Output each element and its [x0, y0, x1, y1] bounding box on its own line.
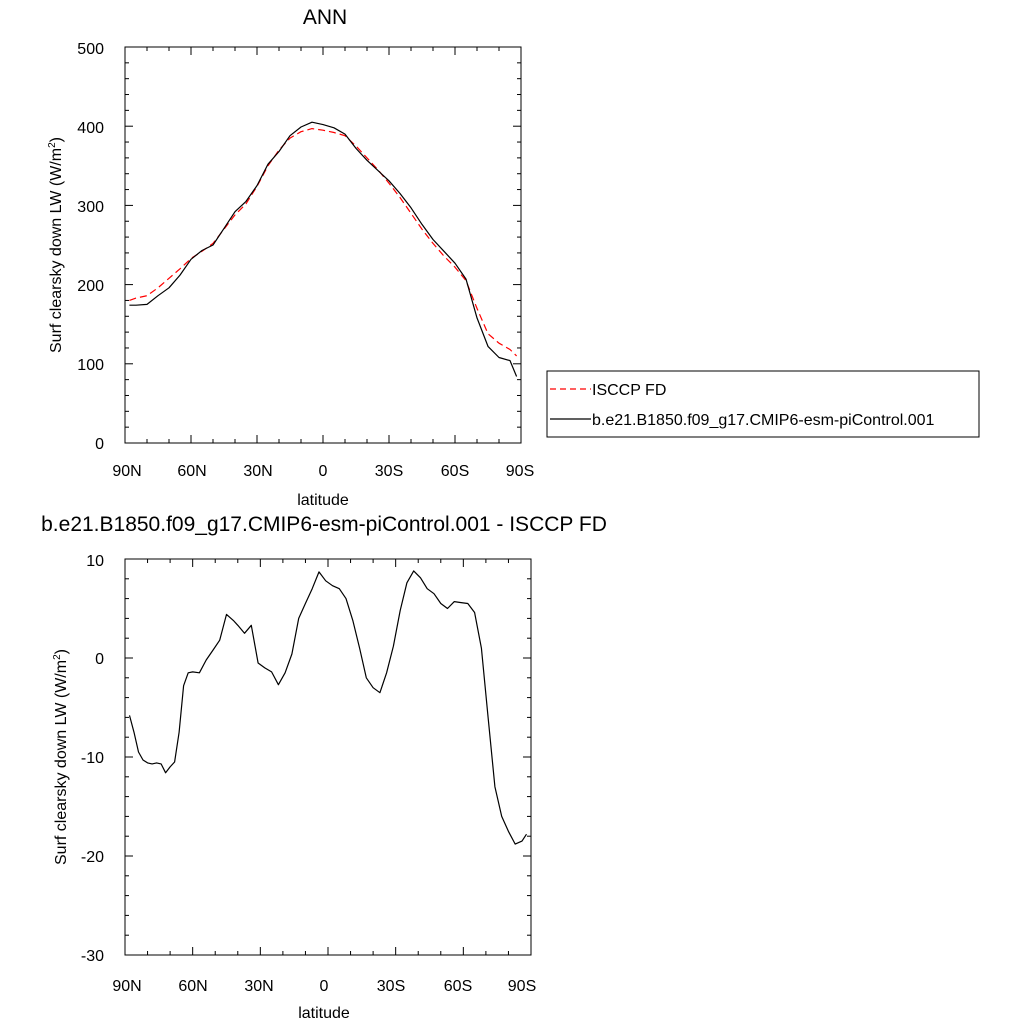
difference-chart-title: b.e21.B1850.f09_g17.CMIP6-esm-piControl.… — [41, 513, 607, 536]
x-tick-label-60S: 60S — [444, 978, 472, 995]
y-tick-label-500: 500 — [77, 41, 104, 58]
series-line-model — [129, 121, 518, 377]
x-tick-label-30S: 30S — [377, 978, 405, 995]
y-tick-label-10: 10 — [86, 553, 104, 570]
x-axis-label: latitude — [297, 492, 349, 509]
y-axis-label-close: ) — [53, 649, 70, 654]
y-tick-label-minus20: -20 — [81, 849, 104, 866]
axis-ticks — [124, 46, 522, 444]
difference-panel: b.e21.B1850.f09_g17.CMIP6-esm-piControl.… — [41, 513, 607, 1022]
chart-title: ANN — [303, 6, 347, 29]
y-axis-label-superscript: 2 — [47, 142, 58, 148]
x-tick-label-0: 0 — [319, 463, 328, 480]
x-tick-label-60S: 60S — [441, 463, 469, 480]
y-tick-label-200: 200 — [77, 278, 104, 295]
y-axis-label-close: ) — [48, 137, 65, 142]
x-tick-label-90S: 90S — [506, 463, 534, 480]
y-tick-label-minus30: -30 — [81, 948, 104, 965]
y-tick-label-300: 300 — [77, 199, 104, 216]
plot-frame — [124, 46, 522, 444]
y-axis-label: Surf clearsky down LW (W/m2) — [52, 649, 70, 865]
legend-label-isccp: ISCCP FD — [592, 382, 666, 399]
x-tick-label-30S: 30S — [375, 463, 403, 480]
axis-ticks — [124, 558, 532, 956]
x-tick-label-30N: 30N — [243, 463, 272, 480]
x-tick-label-30N: 30N — [244, 978, 273, 995]
series-lines — [128, 570, 528, 845]
legend: ISCCP FD b.e21.B1850.f09_g17.CMIP6-esm-p… — [546, 370, 980, 438]
series-line-isccp-fd — [129, 128, 518, 357]
y-axis-label-main: Surf clearsky down LW (W/m — [48, 148, 65, 353]
y-tick-label-minus10: -10 — [81, 750, 104, 767]
legend-box — [546, 370, 980, 438]
series-lines — [129, 121, 518, 377]
y-tick-label-400: 400 — [77, 120, 104, 137]
plot-frame — [124, 558, 532, 956]
x-tick-label-90N: 90N — [112, 463, 141, 480]
y-axis-label-main: Surf clearsky down LW (W/m — [53, 660, 70, 865]
y-tick-label-100: 100 — [77, 357, 104, 374]
x-tick-label-90S: 90S — [508, 978, 536, 995]
x-tick-label-0: 0 — [320, 978, 329, 995]
x-tick-label-60N: 60N — [177, 463, 206, 480]
y-axis-label: Surf clearsky down LW (W/m2) — [47, 137, 65, 353]
x-tick-label-90N: 90N — [112, 978, 141, 995]
series-line-difference — [128, 570, 528, 845]
y-tick-label-0: 0 — [95, 651, 104, 668]
x-axis-label: latitude — [298, 1005, 350, 1022]
x-tick-label-60N: 60N — [178, 978, 207, 995]
y-tick-label-0: 0 — [95, 436, 104, 453]
legend-label-model: b.e21.B1850.f09_g17.CMIP6-esm-piControl.… — [592, 412, 935, 429]
annual-mean-panel: ANN 0 100 200 300 400 500 90N 60N 30N 0 … — [47, 6, 534, 509]
y-axis-label-superscript: 2 — [52, 654, 63, 660]
